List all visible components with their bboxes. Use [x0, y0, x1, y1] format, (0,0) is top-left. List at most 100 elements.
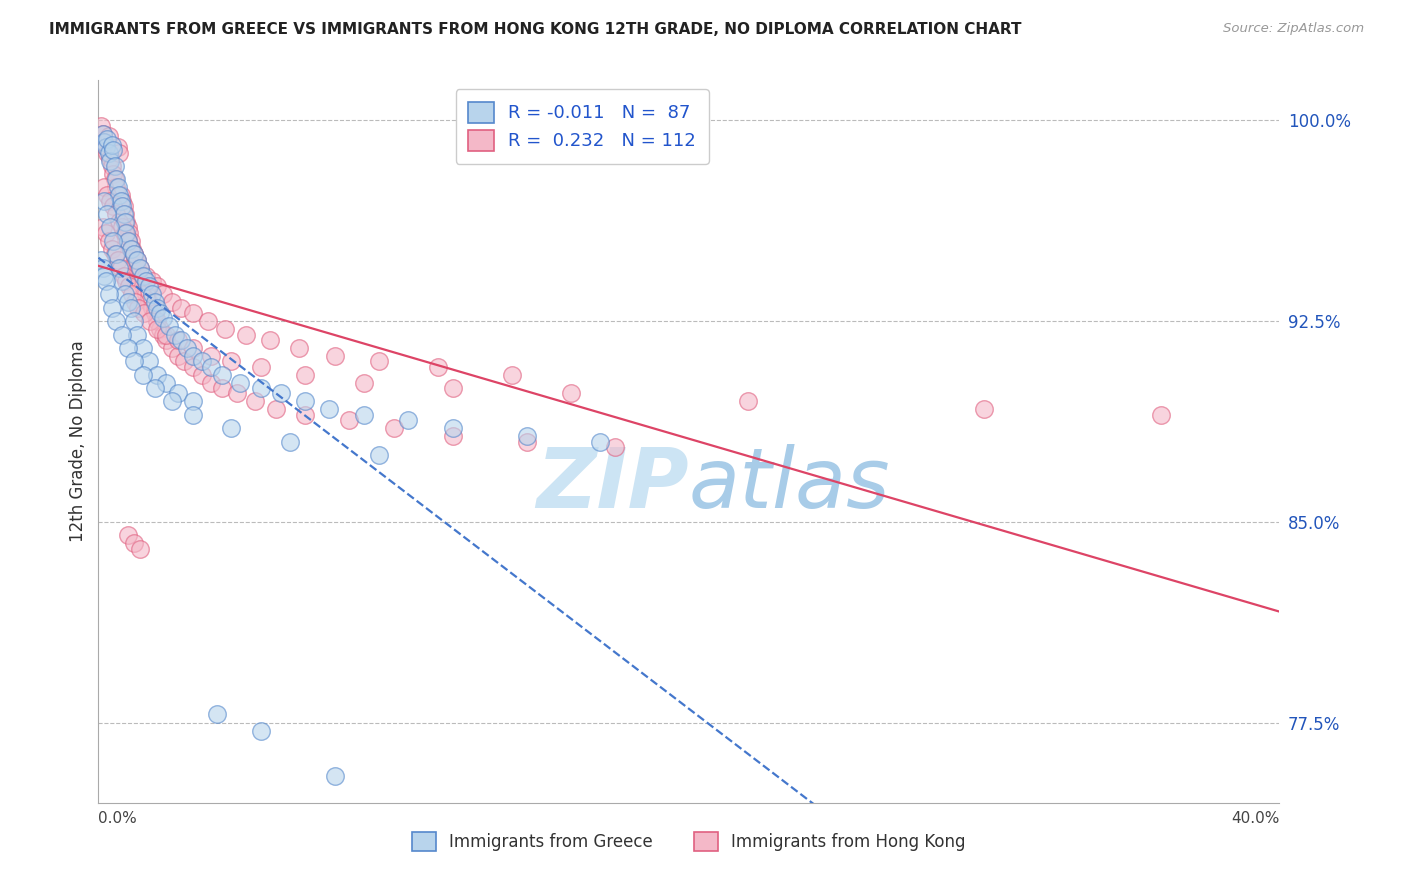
Point — [181, 394, 204, 409]
Point — [122, 247, 145, 261]
Point — [152, 287, 174, 301]
Point — [115, 274, 138, 288]
Point — [165, 327, 187, 342]
Point — [191, 354, 214, 368]
Point — [93, 268, 115, 283]
Point — [94, 274, 117, 288]
Point — [94, 140, 117, 154]
Point — [516, 429, 538, 443]
Point — [181, 306, 204, 320]
Point — [294, 394, 316, 409]
Point — [128, 260, 150, 275]
Point — [211, 368, 233, 382]
Point — [560, 386, 582, 401]
Point — [124, 295, 146, 310]
Point — [115, 215, 138, 229]
Point — [138, 295, 160, 310]
Text: 40.0%: 40.0% — [1232, 811, 1279, 826]
Point — [93, 135, 115, 149]
Point — [250, 359, 273, 374]
Point — [288, 341, 311, 355]
Point — [122, 314, 145, 328]
Point — [152, 327, 174, 342]
Point — [155, 327, 177, 342]
Point — [134, 306, 156, 320]
Point — [103, 199, 125, 213]
Point — [111, 220, 134, 235]
Point — [110, 188, 132, 202]
Point — [221, 354, 243, 368]
Point — [294, 368, 316, 382]
Point — [93, 135, 115, 149]
Point — [221, 421, 243, 435]
Point — [250, 381, 273, 395]
Point — [93, 194, 115, 208]
Point — [128, 260, 150, 275]
Point — [97, 145, 120, 160]
Point — [1150, 408, 1173, 422]
Point — [294, 408, 316, 422]
Point — [197, 314, 219, 328]
Point — [98, 220, 121, 235]
Point — [97, 287, 120, 301]
Point — [105, 172, 128, 186]
Point — [93, 180, 115, 194]
Point — [353, 408, 375, 422]
Point — [264, 402, 287, 417]
Point — [149, 322, 172, 336]
Point — [96, 207, 118, 221]
Point — [118, 279, 141, 293]
Point — [167, 333, 190, 347]
Point — [105, 247, 128, 261]
Point — [103, 234, 125, 248]
Point — [323, 769, 346, 783]
Point — [98, 194, 121, 208]
Point — [441, 429, 464, 443]
Point — [191, 368, 214, 382]
Point — [149, 306, 172, 320]
Point — [211, 381, 233, 395]
Point — [114, 287, 136, 301]
Point — [97, 234, 120, 248]
Point — [250, 723, 273, 738]
Point — [120, 234, 142, 248]
Point — [105, 207, 128, 221]
Point — [100, 137, 122, 152]
Point — [155, 333, 177, 347]
Point — [973, 402, 995, 417]
Point — [103, 167, 125, 181]
Point — [114, 207, 136, 221]
Point — [205, 707, 228, 722]
Text: 0.0%: 0.0% — [98, 811, 138, 826]
Point — [605, 440, 627, 454]
Point — [141, 301, 163, 315]
Point — [146, 314, 169, 328]
Point — [94, 226, 117, 240]
Point — [280, 434, 302, 449]
Point — [122, 536, 145, 550]
Point — [181, 341, 204, 355]
Point — [127, 301, 149, 315]
Point — [96, 145, 118, 160]
Point — [162, 341, 183, 355]
Point — [108, 188, 131, 202]
Point — [121, 242, 143, 256]
Point — [112, 199, 135, 213]
Point — [118, 226, 141, 240]
Point — [270, 386, 292, 401]
Point — [146, 322, 169, 336]
Point — [122, 247, 145, 261]
Point — [143, 295, 166, 310]
Point — [200, 359, 222, 374]
Point — [103, 143, 125, 157]
Point — [91, 220, 114, 235]
Point — [114, 226, 136, 240]
Point — [235, 327, 257, 342]
Point — [117, 220, 139, 235]
Point — [125, 252, 148, 267]
Point — [368, 354, 391, 368]
Point — [181, 359, 204, 374]
Point — [173, 354, 195, 368]
Point — [110, 194, 132, 208]
Point — [111, 194, 134, 208]
